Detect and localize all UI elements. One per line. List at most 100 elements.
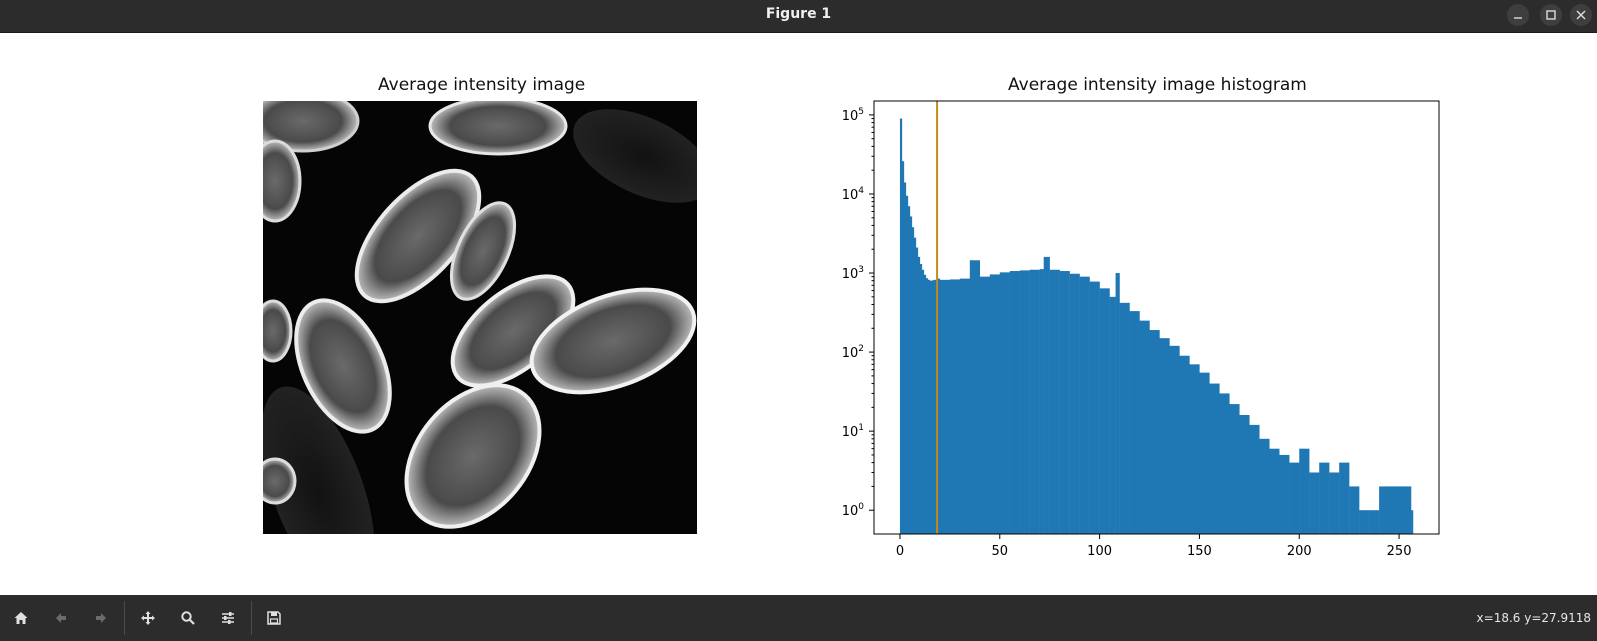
configure-icon <box>222 612 234 624</box>
window-titlebar: Figure 1 <box>0 0 1597 33</box>
average-intensity-image[interactable] <box>263 101 697 534</box>
close-button[interactable] <box>1570 4 1592 26</box>
histogram-bar <box>1043 256 1050 534</box>
cursor-coordinates: x=18.6 y=27.9118 <box>1476 611 1591 625</box>
histogram-bar <box>1339 462 1350 534</box>
zoom-icon <box>181 611 195 625</box>
histogram-bar <box>1219 393 1230 534</box>
toolbar-separator <box>124 601 125 635</box>
x-tick-label: 250 <box>1387 544 1412 559</box>
histogram-bar <box>1269 448 1280 534</box>
histogram-bar <box>937 278 941 534</box>
histogram-bar <box>1289 462 1300 534</box>
histogram-bar <box>1379 486 1412 534</box>
histogram-bar <box>913 237 917 534</box>
histogram-bar <box>1279 454 1290 534</box>
histogram-bar <box>1179 355 1190 534</box>
histogram-bar <box>899 118 903 534</box>
x-tick-label: 50 <box>992 544 1009 559</box>
close-icon <box>1576 10 1586 20</box>
histogram-bar <box>1019 270 1030 534</box>
histogram-bar <box>1129 311 1140 534</box>
histogram-bar <box>1079 276 1090 534</box>
histogram-bar <box>1411 510 1414 534</box>
histogram-bar <box>949 279 961 534</box>
histogram-bar <box>909 216 913 534</box>
histogram-bar <box>1119 302 1130 534</box>
histogram-bar <box>1009 271 1020 534</box>
configure-button[interactable] <box>213 603 243 633</box>
histogram-bar <box>979 276 990 534</box>
histogram-bar <box>1049 269 1060 534</box>
histogram-bar <box>1029 269 1040 534</box>
histogram-bar <box>1359 510 1370 534</box>
maximize-button[interactable] <box>1540 4 1562 26</box>
histogram-bar <box>1059 271 1070 534</box>
zoom-button[interactable] <box>173 603 203 633</box>
histogram-bar <box>939 279 951 534</box>
histogram-bar <box>931 280 935 534</box>
x-tick-label: 0 <box>896 544 904 559</box>
image-axes-title: Average intensity image <box>378 75 586 95</box>
histogram-bar <box>959 278 971 534</box>
home-button[interactable] <box>6 603 36 633</box>
y-tick-label: 102 <box>842 344 864 361</box>
save-icon <box>267 611 281 625</box>
histogram-bar <box>999 272 1010 534</box>
histogram-bar <box>925 278 929 534</box>
histogram-bar <box>921 269 925 534</box>
save-button[interactable] <box>259 603 289 633</box>
navigation-toolbar: x=18.6 y=27.9118 <box>0 595 1597 641</box>
histogram-bar <box>927 279 931 534</box>
histogram-bar <box>923 274 927 534</box>
forward-icon <box>96 613 106 623</box>
home-icon <box>14 612 28 624</box>
y-tick-label: 100 <box>842 502 865 519</box>
histogram-bar <box>1249 424 1260 534</box>
histogram-bar <box>1309 472 1320 534</box>
window-title: Figure 1 <box>765 6 832 22</box>
minimize-icon <box>1514 17 1522 19</box>
histogram-bar <box>1039 269 1044 534</box>
histogram-bar <box>907 206 911 534</box>
histogram-bar <box>1349 486 1360 534</box>
histogram-bar <box>1369 510 1380 534</box>
histogram-bar <box>1299 448 1310 534</box>
histogram-bar <box>919 264 923 534</box>
histogram-bar <box>1069 273 1080 534</box>
histogram-bar <box>1139 320 1150 534</box>
y-tick-label: 105 <box>842 107 864 124</box>
histogram-bar <box>915 247 919 534</box>
histogram-bar <box>1149 330 1160 534</box>
histogram-bar <box>1089 281 1100 534</box>
histogram-bar <box>1099 288 1110 534</box>
histogram-bar <box>1189 364 1200 534</box>
histogram-bar <box>1319 462 1330 534</box>
forward-button[interactable] <box>86 603 116 633</box>
histogram-chart[interactable]: 0 50 100 150 200 250 100 101 102 103 104 105 <box>820 90 1470 570</box>
back-button[interactable] <box>46 603 76 633</box>
histogram-bar <box>1209 383 1220 534</box>
maximize-icon <box>1546 10 1556 20</box>
histogram-bar <box>1239 415 1250 534</box>
y-tick-label: 101 <box>842 423 864 440</box>
y-tick-label: 104 <box>842 186 865 203</box>
histogram-bar <box>1159 338 1170 534</box>
histogram-bar <box>903 182 907 534</box>
y-axis-ticks: 100 101 102 103 104 105 <box>842 107 874 519</box>
histogram-bar <box>929 280 933 534</box>
histogram-bar <box>1199 372 1210 534</box>
histogram-bar <box>1229 404 1240 534</box>
histogram-bar <box>1259 438 1270 534</box>
pan-icon <box>141 611 155 625</box>
microscopy-image-render <box>263 101 697 534</box>
histogram-bar <box>933 279 937 534</box>
minimize-button[interactable] <box>1507 4 1529 26</box>
histogram-bar <box>911 227 915 534</box>
histogram-bar <box>901 161 905 535</box>
pan-button[interactable] <box>133 603 163 633</box>
back-icon <box>56 613 66 623</box>
histogram-bar <box>1329 472 1340 534</box>
histogram-bar <box>917 256 921 534</box>
x-tick-label: 150 <box>1187 544 1212 559</box>
